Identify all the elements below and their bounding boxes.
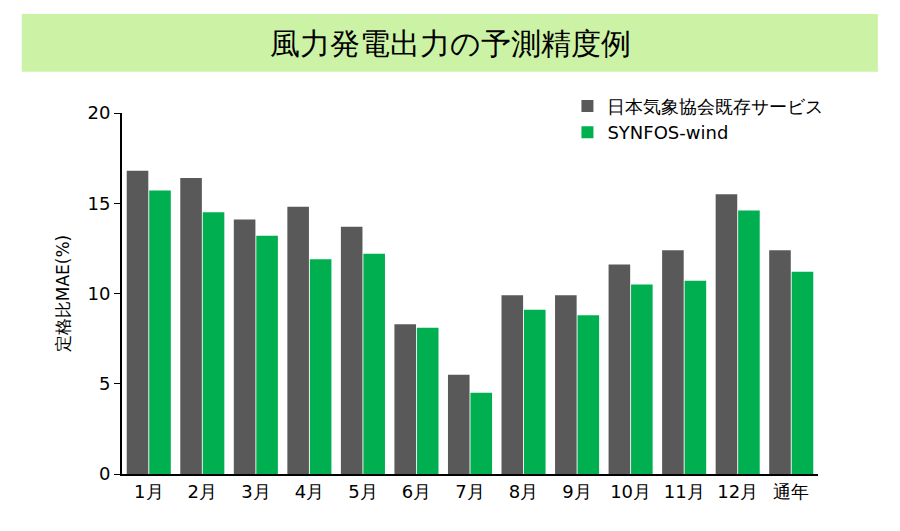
svg-text:6月: 6月 xyxy=(402,481,431,502)
svg-text:3月: 3月 xyxy=(241,481,270,502)
svg-text:5月: 5月 xyxy=(348,481,377,502)
svg-text:0: 0 xyxy=(99,463,110,484)
svg-text:11月: 11月 xyxy=(664,481,705,502)
svg-text:定格比MAE(%): 定格比MAE(%) xyxy=(53,235,73,352)
svg-text:SYNFOS-wind: SYNFOS-wind xyxy=(607,122,728,143)
svg-text:20: 20 xyxy=(87,102,110,123)
svg-text:2月: 2月 xyxy=(188,481,217,502)
svg-text:10: 10 xyxy=(87,283,110,304)
svg-text:5: 5 xyxy=(99,373,110,394)
svg-text:10月: 10月 xyxy=(610,481,651,502)
svg-text:8月: 8月 xyxy=(509,481,538,502)
svg-text:12月: 12月 xyxy=(717,481,758,502)
svg-text:風力発電出力の予測精度例: 風力発電出力の予測精度例 xyxy=(270,26,631,61)
svg-text:通年: 通年 xyxy=(773,481,809,502)
svg-text:7月: 7月 xyxy=(455,481,484,502)
svg-text:日本気象協会既存サービス: 日本気象協会既存サービス xyxy=(607,96,823,117)
svg-text:15: 15 xyxy=(87,193,110,214)
svg-text:4月: 4月 xyxy=(295,481,324,502)
svg-text:9月: 9月 xyxy=(562,481,591,502)
svg-text:1月: 1月 xyxy=(134,481,163,502)
